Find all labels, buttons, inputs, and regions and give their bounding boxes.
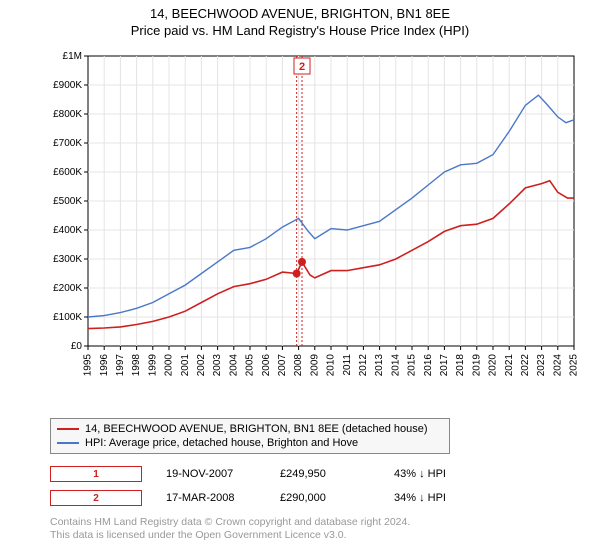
- svg-text:2025: 2025: [569, 354, 580, 377]
- svg-text:2005: 2005: [245, 354, 256, 377]
- svg-text:2018: 2018: [455, 354, 466, 377]
- svg-text:2011: 2011: [342, 354, 353, 376]
- footer-line: Contains HM Land Registry data © Crown c…: [50, 516, 410, 528]
- legend-item: 14, BEECHWOOD AVENUE, BRIGHTON, BN1 8EE …: [57, 422, 443, 436]
- legend: 14, BEECHWOOD AVENUE, BRIGHTON, BN1 8EE …: [50, 418, 450, 454]
- svg-text:1998: 1998: [131, 354, 142, 377]
- svg-text:2000: 2000: [164, 354, 175, 377]
- sale-date: 19-NOV-2007: [166, 468, 256, 480]
- svg-text:2: 2: [299, 61, 305, 73]
- sale-delta: 43% ↓ HPI: [394, 468, 484, 480]
- sale-date: 17-MAR-2008: [166, 492, 256, 504]
- sale-delta: 34% ↓ HPI: [394, 492, 484, 504]
- svg-text:2007: 2007: [277, 354, 288, 377]
- svg-text:2009: 2009: [309, 354, 320, 377]
- footer-attribution: Contains HM Land Registry data © Crown c…: [50, 516, 570, 542]
- svg-text:2014: 2014: [390, 354, 401, 377]
- svg-text:2003: 2003: [212, 354, 223, 377]
- svg-text:£0: £0: [71, 341, 83, 352]
- footer-line: This data is licensed under the Open Gov…: [50, 529, 347, 541]
- price-chart: £0 £100K £200K £300K £400K £500K £600K £700K £80…: [50, 50, 580, 390]
- legend-label: 14, BEECHWOOD AVENUE, BRIGHTON, BN1 8EE …: [85, 423, 428, 435]
- legend-label: HPI: Average price, detached house, Brig…: [85, 437, 358, 449]
- svg-text:2001: 2001: [180, 354, 191, 377]
- sale-price: £290,000: [280, 492, 370, 504]
- legend-item: HPI: Average price, detached house, Brig…: [57, 436, 443, 450]
- svg-text:£800K: £800K: [53, 109, 82, 120]
- sale-price: £249,950: [280, 468, 370, 480]
- svg-text:2017: 2017: [439, 354, 450, 377]
- svg-text:1995: 1995: [83, 354, 94, 377]
- svg-text:2010: 2010: [326, 354, 337, 377]
- svg-text:1996: 1996: [99, 354, 110, 377]
- svg-text:£100K: £100K: [53, 312, 82, 323]
- svg-text:2008: 2008: [293, 354, 304, 377]
- sale-row: 2 17-MAR-2008 £290,000 34% ↓ HPI: [50, 486, 484, 510]
- svg-text:£600K: £600K: [53, 167, 82, 178]
- chart-subtitle: Price paid vs. HM Land Registry's House …: [0, 23, 600, 40]
- svg-text:£500K: £500K: [53, 196, 82, 207]
- address-title: 14, BEECHWOOD AVENUE, BRIGHTON, BN1 8EE: [0, 6, 600, 23]
- legend-swatch: [57, 428, 79, 430]
- svg-text:2006: 2006: [261, 354, 272, 377]
- sale-row: 1 19-NOV-2007 £249,950 43% ↓ HPI: [50, 462, 484, 486]
- sales-list: 1 19-NOV-2007 £249,950 43% ↓ HPI 2 17-MA…: [50, 462, 484, 510]
- svg-text:2023: 2023: [536, 354, 547, 377]
- svg-text:2024: 2024: [552, 354, 563, 377]
- legend-swatch: [57, 442, 79, 444]
- svg-text:2022: 2022: [520, 354, 531, 377]
- svg-text:2015: 2015: [407, 354, 418, 377]
- svg-text:£700K: £700K: [53, 138, 82, 149]
- svg-text:2021: 2021: [504, 354, 515, 377]
- svg-text:£1M: £1M: [63, 51, 82, 62]
- svg-text:2002: 2002: [196, 354, 207, 377]
- svg-text:£900K: £900K: [53, 80, 82, 91]
- chart-header: 14, BEECHWOOD AVENUE, BRIGHTON, BN1 8EE …: [0, 0, 600, 40]
- svg-text:2004: 2004: [228, 354, 239, 377]
- svg-text:1997: 1997: [115, 354, 126, 377]
- svg-text:£300K: £300K: [53, 254, 82, 265]
- chart-svg: £0 £100K £200K £300K £400K £500K £600K £700K £80…: [50, 50, 580, 390]
- svg-text:2016: 2016: [423, 354, 434, 377]
- svg-text:1999: 1999: [147, 354, 158, 377]
- sale-marker-icon: 2: [50, 490, 142, 506]
- svg-text:2020: 2020: [488, 354, 499, 377]
- svg-text:2012: 2012: [358, 354, 369, 377]
- svg-text:£200K: £200K: [53, 283, 82, 294]
- svg-text:2019: 2019: [471, 354, 482, 377]
- svg-text:2013: 2013: [374, 354, 385, 377]
- svg-text:£400K: £400K: [53, 225, 82, 236]
- sale-marker-icon: 1: [50, 466, 142, 482]
